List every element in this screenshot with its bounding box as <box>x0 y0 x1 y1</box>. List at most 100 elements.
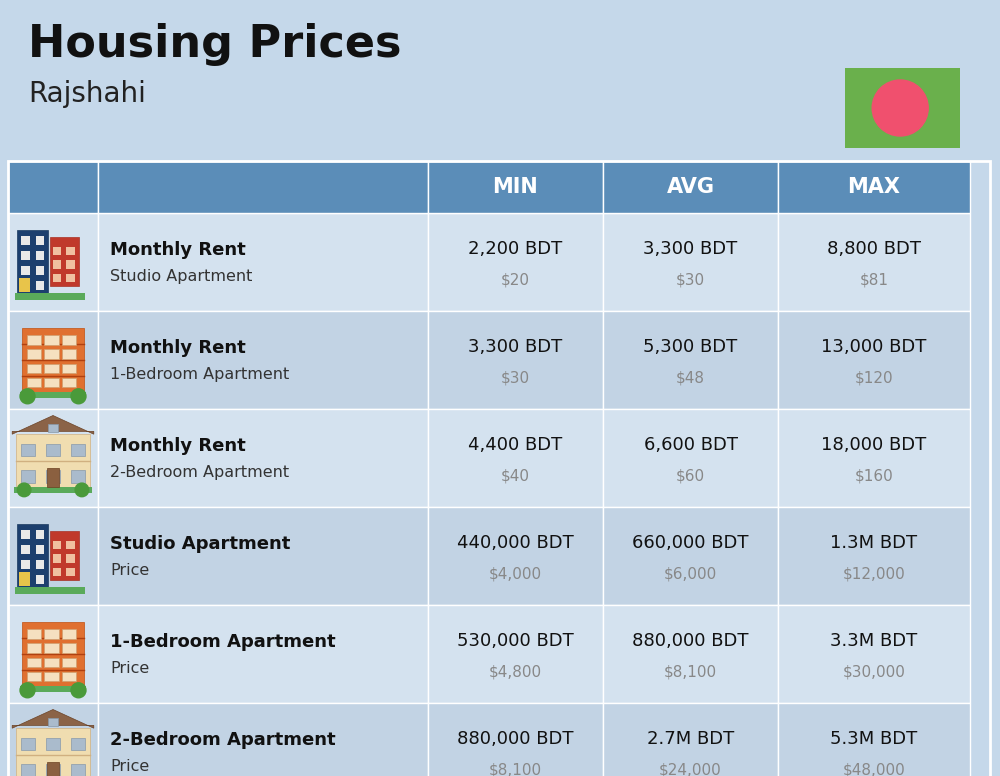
FancyBboxPatch shape <box>71 737 85 750</box>
FancyBboxPatch shape <box>428 311 603 409</box>
FancyBboxPatch shape <box>16 728 90 776</box>
Text: 5,300 BDT: 5,300 BDT <box>643 338 738 356</box>
FancyBboxPatch shape <box>53 541 61 549</box>
FancyBboxPatch shape <box>15 293 85 300</box>
FancyBboxPatch shape <box>53 274 61 282</box>
Text: Rajshahi: Rajshahi <box>28 80 146 108</box>
FancyBboxPatch shape <box>27 349 41 359</box>
FancyBboxPatch shape <box>71 470 85 483</box>
FancyBboxPatch shape <box>22 622 84 686</box>
Text: $48,000: $48,000 <box>843 762 905 776</box>
FancyBboxPatch shape <box>603 507 778 605</box>
Polygon shape <box>12 709 94 728</box>
Text: 1-Bedroom Apartment: 1-Bedroom Apartment <box>110 633 336 651</box>
FancyBboxPatch shape <box>36 530 44 539</box>
FancyBboxPatch shape <box>48 718 58 726</box>
Text: 4,400 BDT: 4,400 BDT <box>468 436 563 454</box>
FancyBboxPatch shape <box>8 605 98 703</box>
Text: 5.3M BDT: 5.3M BDT <box>830 730 918 748</box>
Text: 660,000 BDT: 660,000 BDT <box>632 534 749 553</box>
Text: $48: $48 <box>676 370 705 385</box>
Text: $20: $20 <box>501 272 530 287</box>
Circle shape <box>872 80 928 136</box>
Text: 2.7M BDT: 2.7M BDT <box>647 730 734 748</box>
FancyBboxPatch shape <box>44 629 59 639</box>
FancyBboxPatch shape <box>8 703 98 776</box>
FancyBboxPatch shape <box>44 378 59 387</box>
FancyBboxPatch shape <box>71 444 85 456</box>
FancyBboxPatch shape <box>47 762 59 776</box>
FancyBboxPatch shape <box>21 281 30 290</box>
Text: $81: $81 <box>860 272 889 287</box>
FancyBboxPatch shape <box>20 393 86 398</box>
FancyBboxPatch shape <box>98 409 428 507</box>
FancyBboxPatch shape <box>27 378 41 387</box>
Text: $24,000: $24,000 <box>659 762 722 776</box>
FancyBboxPatch shape <box>603 213 778 311</box>
FancyBboxPatch shape <box>8 213 98 311</box>
FancyBboxPatch shape <box>62 629 76 639</box>
Text: 18,000 BDT: 18,000 BDT <box>821 436 927 454</box>
Text: 6,600 BDT: 6,600 BDT <box>644 436 738 454</box>
FancyBboxPatch shape <box>21 737 35 750</box>
FancyBboxPatch shape <box>778 605 970 703</box>
Circle shape <box>75 483 89 497</box>
FancyBboxPatch shape <box>428 409 603 507</box>
Circle shape <box>17 483 31 497</box>
Text: MIN: MIN <box>493 177 538 197</box>
Text: 880,000 BDT: 880,000 BDT <box>632 632 749 650</box>
FancyBboxPatch shape <box>71 764 85 776</box>
FancyBboxPatch shape <box>603 161 778 213</box>
FancyBboxPatch shape <box>603 605 778 703</box>
FancyBboxPatch shape <box>66 541 74 549</box>
FancyBboxPatch shape <box>66 554 74 563</box>
FancyBboxPatch shape <box>778 409 970 507</box>
FancyBboxPatch shape <box>53 554 61 563</box>
Text: $40: $40 <box>501 468 530 483</box>
FancyBboxPatch shape <box>36 575 44 584</box>
FancyBboxPatch shape <box>603 409 778 507</box>
FancyBboxPatch shape <box>44 672 59 681</box>
FancyBboxPatch shape <box>62 378 76 387</box>
FancyBboxPatch shape <box>98 605 428 703</box>
Text: AVG: AVG <box>666 177 714 197</box>
Text: $8,100: $8,100 <box>489 762 542 776</box>
FancyBboxPatch shape <box>27 643 41 653</box>
FancyBboxPatch shape <box>21 266 30 275</box>
FancyBboxPatch shape <box>22 327 84 393</box>
FancyBboxPatch shape <box>21 470 35 483</box>
FancyBboxPatch shape <box>46 764 60 776</box>
Text: 13,000 BDT: 13,000 BDT <box>821 338 927 356</box>
FancyBboxPatch shape <box>48 424 58 432</box>
Text: 2,200 BDT: 2,200 BDT <box>468 241 563 258</box>
FancyBboxPatch shape <box>14 487 92 493</box>
FancyBboxPatch shape <box>19 572 30 587</box>
Text: $4,800: $4,800 <box>489 664 542 679</box>
FancyBboxPatch shape <box>66 568 74 577</box>
FancyBboxPatch shape <box>46 470 60 483</box>
Text: 880,000 BDT: 880,000 BDT <box>457 730 574 748</box>
FancyBboxPatch shape <box>17 230 48 294</box>
Text: Price: Price <box>110 661 149 676</box>
FancyBboxPatch shape <box>778 703 970 776</box>
FancyBboxPatch shape <box>98 213 428 311</box>
FancyBboxPatch shape <box>62 335 76 345</box>
Circle shape <box>20 683 35 698</box>
FancyBboxPatch shape <box>36 281 44 290</box>
FancyBboxPatch shape <box>46 737 60 750</box>
FancyBboxPatch shape <box>21 444 35 456</box>
Text: $12,000: $12,000 <box>843 566 905 581</box>
FancyBboxPatch shape <box>17 524 48 588</box>
FancyBboxPatch shape <box>98 507 428 605</box>
FancyBboxPatch shape <box>8 161 98 213</box>
Text: Monthly Rent: Monthly Rent <box>110 437 246 456</box>
Text: MAX: MAX <box>848 177 900 197</box>
FancyBboxPatch shape <box>44 349 59 359</box>
FancyBboxPatch shape <box>8 507 98 605</box>
FancyBboxPatch shape <box>36 545 44 554</box>
Text: $8,100: $8,100 <box>664 664 717 679</box>
FancyBboxPatch shape <box>27 629 41 639</box>
Text: 3.3M BDT: 3.3M BDT <box>830 632 918 650</box>
FancyBboxPatch shape <box>27 335 41 345</box>
FancyBboxPatch shape <box>19 278 30 293</box>
